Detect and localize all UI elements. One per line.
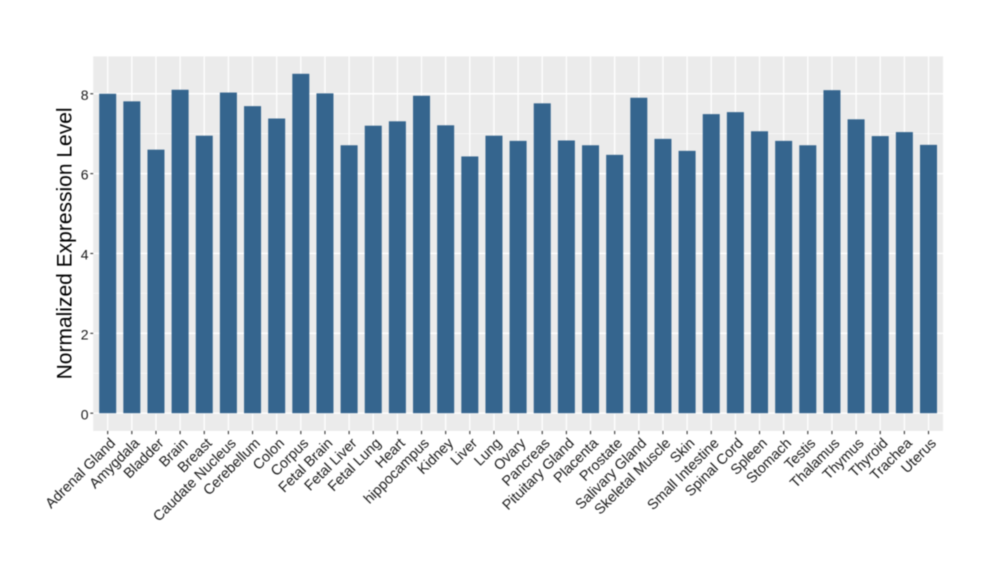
svg-text:0: 0 — [81, 406, 89, 422]
svg-text:6: 6 — [81, 167, 89, 183]
svg-text:2: 2 — [81, 326, 89, 342]
svg-text:4: 4 — [81, 247, 89, 263]
svg-text:8: 8 — [81, 87, 89, 103]
svg-text:Normalized Expression Level: Normalized Expression Level — [54, 107, 77, 379]
